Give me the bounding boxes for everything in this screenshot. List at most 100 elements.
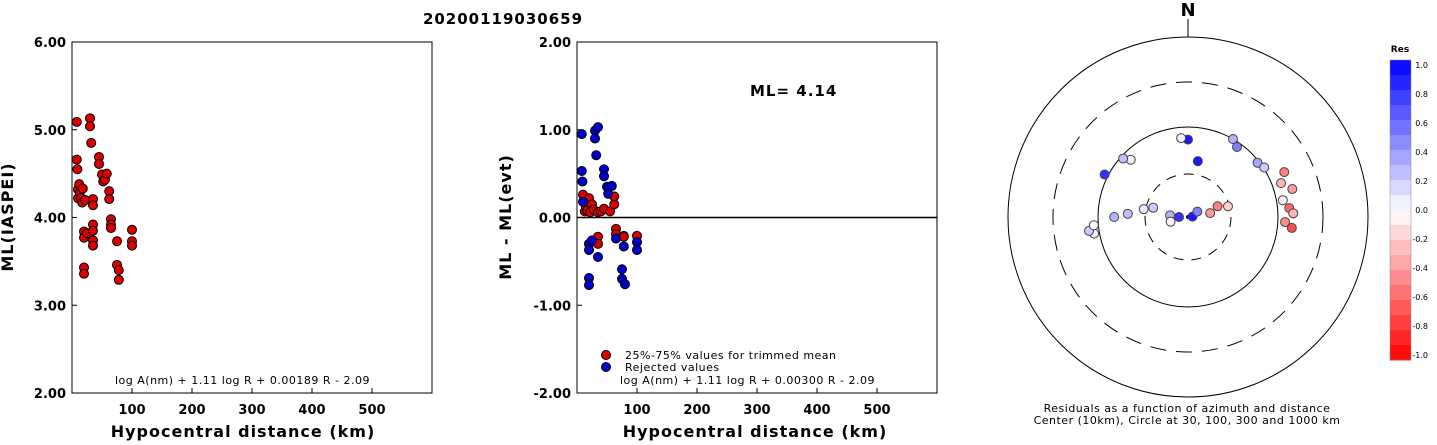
- data-point: [587, 235, 597, 246]
- data-point: [632, 244, 642, 255]
- data-point: [72, 164, 83, 175]
- colorbar-segment: [1390, 90, 1411, 106]
- x-tick-label: 100: [118, 403, 145, 418]
- colorbar-tick-label: 0.0: [1415, 206, 1428, 215]
- station-residual: [1192, 206, 1203, 217]
- data-point: [593, 251, 603, 262]
- x-tick-label: 500: [863, 403, 890, 418]
- colorbar-tick-label: -0.8: [1412, 322, 1428, 331]
- legend-marker-trimmed: [601, 350, 611, 360]
- data-point: [578, 196, 588, 207]
- data-point: [591, 150, 602, 161]
- data-point: [104, 194, 115, 205]
- colorbar-tick-label: -0.4: [1412, 264, 1428, 273]
- data-point: [617, 264, 627, 275]
- station-residual: [1252, 157, 1263, 168]
- x-tick-label: 400: [803, 403, 830, 418]
- station-residual: [1099, 169, 1110, 180]
- formula-label: log A(nm) + 1.11 log R + 0.00300 R - 2.0…: [620, 374, 875, 387]
- x-tick-label: 300: [238, 403, 265, 418]
- data-point: [71, 116, 82, 127]
- station-residual: [1287, 184, 1298, 195]
- y-tick-label: 4.00: [34, 212, 66, 227]
- colorbar-segment: [1390, 210, 1411, 226]
- data-point: [71, 154, 82, 165]
- station-residual: [1176, 133, 1187, 144]
- x-tick-label: 200: [178, 403, 205, 418]
- station-residual: [1280, 217, 1291, 228]
- y-tick-label: 3.00: [34, 299, 66, 314]
- colorbar-segment: [1390, 315, 1411, 331]
- colorbar-segment: [1390, 150, 1411, 166]
- station-residual: [1222, 201, 1233, 212]
- data-point: [576, 165, 587, 176]
- caption-line1: Residuals as a function of azimuth and d…: [1044, 402, 1331, 415]
- y-tick-label: 1.00: [539, 124, 571, 139]
- station-residual: [1148, 202, 1159, 213]
- colorbar-segment: [1390, 285, 1411, 301]
- colorbar-tick-label: 0.8: [1415, 90, 1428, 99]
- x-tick-label: 300: [743, 403, 770, 418]
- data-point: [85, 121, 95, 132]
- colorbar-segment: [1390, 60, 1411, 76]
- y-axis-label: ML - ML(evt): [496, 154, 515, 280]
- azimuth-residual-plot: N Residuals as a function of azimuth and…: [1007, 0, 1369, 427]
- plot-frame: [71, 41, 433, 394]
- colorbar-segment: [1390, 345, 1411, 361]
- colorbar-segment: [1390, 330, 1411, 346]
- x-tick-label: 500: [358, 403, 385, 418]
- colorbar-frame: [1389, 59, 1412, 361]
- data-point: [113, 265, 124, 276]
- y-tick-label: 6.00: [34, 36, 66, 51]
- colorbar-segment: [1390, 225, 1411, 241]
- residual-colorbar: Res 1.0 0.8 0.6 0.4 0.2 0.0 -0.2 -0.4 -0.6 -0.8 -1…: [1389, 45, 1428, 361]
- legend-marker-rejected: [601, 362, 611, 372]
- y-tick-label: 5.00: [34, 124, 66, 139]
- data-point: [584, 244, 594, 255]
- ring-300km: [1052, 81, 1324, 353]
- station-residual: [1122, 208, 1133, 219]
- legend: 25%-75% values for trimmed mean Rejected…: [601, 349, 837, 374]
- legend-label-trimmed: 25%-75% values for trimmed mean: [625, 349, 837, 362]
- station-residual: [1232, 141, 1243, 152]
- data-point: [101, 168, 112, 179]
- colorbar-segment: [1390, 75, 1411, 91]
- y-tick-label: 0.00: [539, 212, 571, 227]
- colorbar-segment: [1390, 300, 1411, 316]
- data-point: [618, 241, 629, 252]
- data-point: [606, 180, 617, 191]
- data-point: [77, 183, 88, 194]
- station-residual: [1212, 201, 1223, 212]
- data-point: [112, 236, 122, 247]
- colorbar-tick-label: 0.6: [1415, 119, 1428, 128]
- station-residual: [1288, 208, 1299, 219]
- station-residual: [1279, 167, 1290, 178]
- y-tick-label: 2.00: [34, 387, 66, 402]
- data-point: [86, 137, 97, 148]
- residual-vs-distance-chart: ML - ML(evt) Hypocentral distance (km) M…: [496, 36, 938, 441]
- colorbar-segment: [1390, 135, 1411, 151]
- station-residual: [1165, 216, 1176, 227]
- y-tick-label: -1.00: [534, 299, 571, 314]
- data-point: [620, 279, 630, 290]
- ml-vs-distance-chart: ML(IASPEI) Hypocentral distance (km) log…: [0, 36, 433, 441]
- station-residual: [1205, 208, 1216, 219]
- colorbar-tick-label: 0.2: [1415, 177, 1428, 186]
- data-point: [88, 225, 98, 236]
- colorbar-segment: [1390, 255, 1411, 271]
- y-tick-label: 2.00: [539, 36, 571, 51]
- x-tick-label: 200: [683, 403, 710, 418]
- station-residual: [1109, 212, 1120, 222]
- colorbar-segment: [1390, 180, 1411, 196]
- caption-line2: Center (10km), Circle at 30, 100, 300 an…: [1034, 414, 1341, 427]
- data-point: [576, 129, 587, 140]
- station-residual: [1192, 156, 1203, 167]
- colorbar-segment: [1390, 105, 1411, 121]
- station-residual: [1174, 212, 1184, 222]
- data-point: [590, 133, 600, 144]
- data-point: [79, 268, 89, 279]
- data-point: [584, 280, 594, 291]
- ml-annotation: ML= 4.14: [750, 82, 837, 100]
- colorbar-tick-label: -1.0: [1412, 351, 1428, 360]
